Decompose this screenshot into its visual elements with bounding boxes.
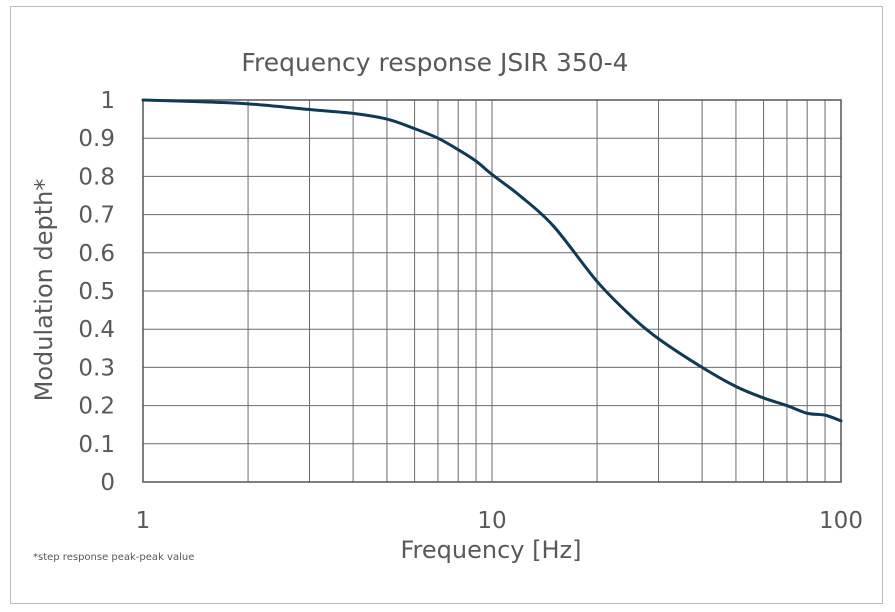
grid-lines (142, 99, 842, 483)
plot-area-border (142, 99, 842, 483)
y-tick-label: 0.6 (78, 241, 115, 267)
x-axis-title: Frequency [Hz] (401, 536, 582, 564)
chart-frame (10, 6, 883, 604)
x-tick-label: 10 (477, 508, 506, 534)
y-tick-label: 0.4 (78, 317, 115, 343)
y-tick-label: 0.9 (78, 126, 115, 152)
x-tick-label: 1 (136, 508, 151, 534)
y-axis-title: Modulation depth* (30, 179, 58, 402)
chart-title: Frequency response JSIR 350-4 (241, 48, 628, 77)
y-tick-label: 0.1 (78, 432, 115, 458)
y-tick-label: 0.5 (78, 279, 115, 305)
y-tick-label: 0.8 (78, 164, 115, 190)
y-tick-label: 1 (100, 88, 115, 114)
tick-labels: 0 0.1 0.2 0.3 0.4 0.5 0.6 0.7 0.8 0.9 1 1 10 100 (78, 88, 863, 534)
series-layer (141, 98, 843, 423)
y-tick-label: 0.7 (78, 203, 115, 229)
footnote: *step response peak-peak value (33, 552, 194, 563)
y-tick-label: 0.2 (78, 394, 115, 420)
y-tick-label: 0.3 (78, 355, 115, 381)
series-line (141, 98, 843, 423)
y-tick-label: 0 (100, 470, 115, 496)
x-tick-label: 100 (819, 508, 863, 534)
